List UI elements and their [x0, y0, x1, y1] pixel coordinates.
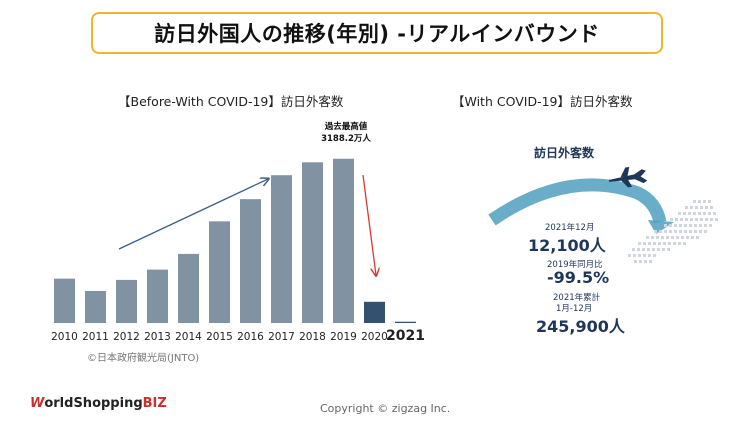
x-tick-2021: 2021 [386, 328, 425, 344]
x-tick-2019: 2019 [330, 331, 357, 343]
x-tick-2012: 2012 [113, 331, 140, 343]
stat-3-value: 245,900人 [536, 317, 625, 336]
peak-annotation-line2: 3188.2万人 [321, 133, 371, 144]
stat-1-label: 2021年12月 [545, 223, 595, 233]
company-logo: WorldShoppingBIZ [30, 396, 167, 411]
stat-2-value: -99.5% [547, 268, 610, 287]
left-section-label: 【Before-With COVID-19】訪日外客数 [118, 94, 344, 109]
x-tick-2013: 2013 [144, 331, 171, 343]
bars-layer [54, 158, 416, 323]
airplane-icon [608, 166, 648, 188]
x-tick-2020: 2020 [361, 331, 388, 343]
bar-2021 [395, 321, 416, 323]
bar-2013 [147, 269, 168, 323]
x-tick-2018: 2018 [299, 331, 326, 343]
bar-2012 [116, 279, 137, 323]
x-tick-2014: 2014 [175, 331, 202, 343]
graphic-title: 訪日外客数 [534, 145, 595, 160]
stat-3-label: 2021年累計 [553, 293, 601, 303]
x-tick-2011: 2011 [82, 331, 109, 343]
bar-2016 [240, 199, 261, 323]
logo-initial: W [30, 396, 45, 411]
peak-annotation-line1: 過去最高値 [324, 121, 368, 132]
bar-2019 [333, 158, 354, 323]
page-title-box: 訪日外国人の推移(年別) -リアルインバウンド [91, 12, 663, 54]
copyright-text: Copyright © zigzag Inc. [320, 402, 451, 415]
source-credit: ©日本政府観光局(JNTO) [87, 353, 200, 364]
bar-2010 [54, 278, 75, 323]
visitor-bar-chart: 2010 2011 2012 2013 2014 2015 2016 2017 2018 2019… [51, 121, 425, 344]
x-tick-2010: 2010 [51, 331, 78, 343]
bar-2018 [302, 162, 323, 323]
stat-3-sub: 1月-12月 [556, 304, 593, 314]
flight-arc [488, 178, 667, 226]
x-tick-2015: 2015 [206, 331, 233, 343]
japan-map-icon [628, 200, 718, 263]
trend-up-arrow [118, 179, 268, 250]
x-tick-2016: 2016 [237, 331, 264, 343]
x-tick-labels: 2010 2011 2012 2013 2014 2015 2016 2017 2018 2019… [51, 328, 425, 344]
stat-1-value: 12,100人 [528, 236, 606, 255]
bar-2014 [178, 253, 199, 323]
bar-2020 [364, 301, 385, 323]
stat-2-label: 2019年同月比 [547, 260, 603, 270]
bar-2015 [209, 221, 230, 323]
drop-down-arrow [362, 174, 376, 275]
covid-info-graphic: 訪日外客数 [488, 145, 718, 263]
bar-2011 [85, 290, 106, 323]
logo-biz: BIZ [142, 396, 167, 411]
x-tick-2017: 2017 [268, 331, 295, 343]
bar-2017 [271, 175, 292, 323]
right-section-label: 【With COVID-19】訪日外客数 [452, 94, 633, 109]
logo-main: orldShopping [44, 396, 143, 411]
page-title: 訪日外国人の推移(年別) -リアルインバウンド [154, 22, 600, 46]
